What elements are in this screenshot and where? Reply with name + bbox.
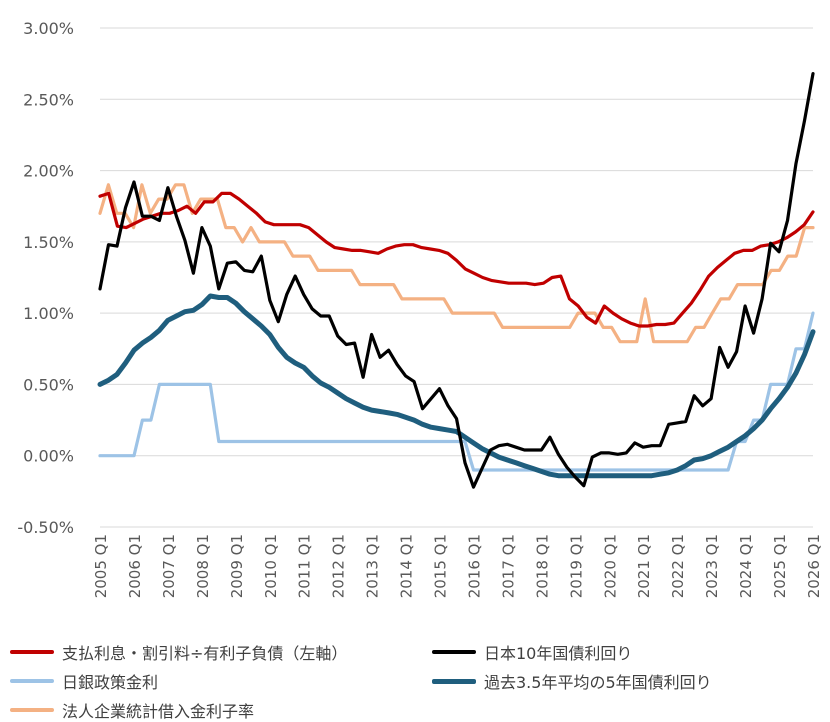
y-tick-label: 0.00%: [23, 447, 74, 466]
x-tick-label: 2013 Q1: [364, 534, 382, 598]
x-tick-label: 2020 Q1: [601, 534, 619, 598]
x-tick-label: 2015 Q1: [432, 534, 450, 598]
series-line-interest-ratio: [98, 191, 815, 328]
legend-label-jgb10y: 日本10年国債利回り: [484, 644, 633, 663]
y-tick-label: 0.50%: [23, 375, 74, 394]
x-tick-label: 2025 Q1: [771, 534, 789, 598]
series-line-corp-rate: [98, 183, 815, 344]
legend-swatch-jgb10y: [432, 650, 476, 654]
y-tick-label: 1.50%: [23, 233, 74, 252]
x-tick-label: 2006 Q1: [126, 534, 144, 598]
y-tick-label: -0.50%: [17, 518, 74, 537]
x-tick-label: 2019 Q1: [567, 534, 585, 598]
x-tick-label: 2009 Q1: [228, 534, 246, 598]
x-tick-label: 2012 Q1: [330, 534, 348, 598]
legend-item-jgb10y: 日本10年国債利回り: [432, 640, 632, 664]
series-line-boj-rate: [98, 311, 815, 472]
x-tick-label: 2008 Q1: [194, 534, 212, 598]
x-tick-label: 2024 Q1: [737, 534, 755, 598]
legend-swatch-interest-ratio: [10, 650, 54, 654]
x-tick-label: 2016 Q1: [465, 534, 483, 598]
legend-item-5y-avg: 過去3.5年平均の5年国債利回り: [432, 669, 712, 693]
legend-swatch-boj-rate: [10, 679, 54, 683]
legend-item-interest-ratio: 支払利息・割引料÷有利子負債（左軸）: [10, 640, 347, 664]
y-axis-ticks: 3.00% 2.50% 2.00% 1.50% 1.00% 0.50% 0.00% -0.50…: [17, 19, 74, 537]
x-tick-label: 2014 Q1: [398, 534, 416, 598]
x-tick-label: 2017 Q1: [499, 534, 517, 598]
x-tick-label: 2022 Q1: [669, 534, 687, 598]
x-tick-label: 2005 Q1: [92, 534, 110, 598]
legend-label-corp-rate: 法人企業統計借入金利子率: [62, 702, 255, 721]
x-tick-label: 2021 Q1: [635, 534, 653, 598]
series-line-jgb10y: [98, 71, 815, 489]
legend-item-boj-rate: 日銀政策金利: [10, 669, 158, 693]
x-tick-label: 2010 Q1: [262, 534, 280, 598]
y-tick-label: 3.00%: [23, 19, 74, 38]
legend-label-boj-rate: 日銀政策金利: [62, 673, 159, 692]
x-tick-label: 2007 Q1: [160, 534, 178, 598]
series-line-5y-avg: [97, 293, 816, 479]
legend-label-5y-avg: 過去3.5年平均の5年国債利回り: [484, 673, 712, 692]
legend: 支払利息・割引料÷有利子負債（左軸） 日本10年国債利回り 日銀政策金利 過去3…: [0, 636, 830, 722]
legend-swatch-5y-avg: [432, 678, 476, 684]
y-tick-label: 2.00%: [23, 162, 74, 181]
series-lines: [97, 71, 816, 489]
y-tick-label: 1.00%: [23, 304, 74, 323]
y-tick-label: 2.50%: [23, 90, 74, 109]
x-tick-label: 2018 Q1: [533, 534, 551, 598]
x-axis-ticks: 2005 Q1 2006 Q1 2007 Q1 2008 Q1 2009 Q1 2010 …: [92, 534, 823, 598]
x-tick-label: 2011 Q1: [296, 534, 314, 598]
legend-item-corp-rate: 法人企業統計借入金利子率: [10, 698, 254, 722]
legend-label-interest-ratio: 支払利息・割引料÷有利子負債（左軸）: [62, 644, 348, 663]
x-tick-label: 2026 Q1: [805, 534, 823, 598]
x-tick-label: 2023 Q1: [703, 534, 721, 598]
legend-swatch-corp-rate: [10, 708, 54, 712]
